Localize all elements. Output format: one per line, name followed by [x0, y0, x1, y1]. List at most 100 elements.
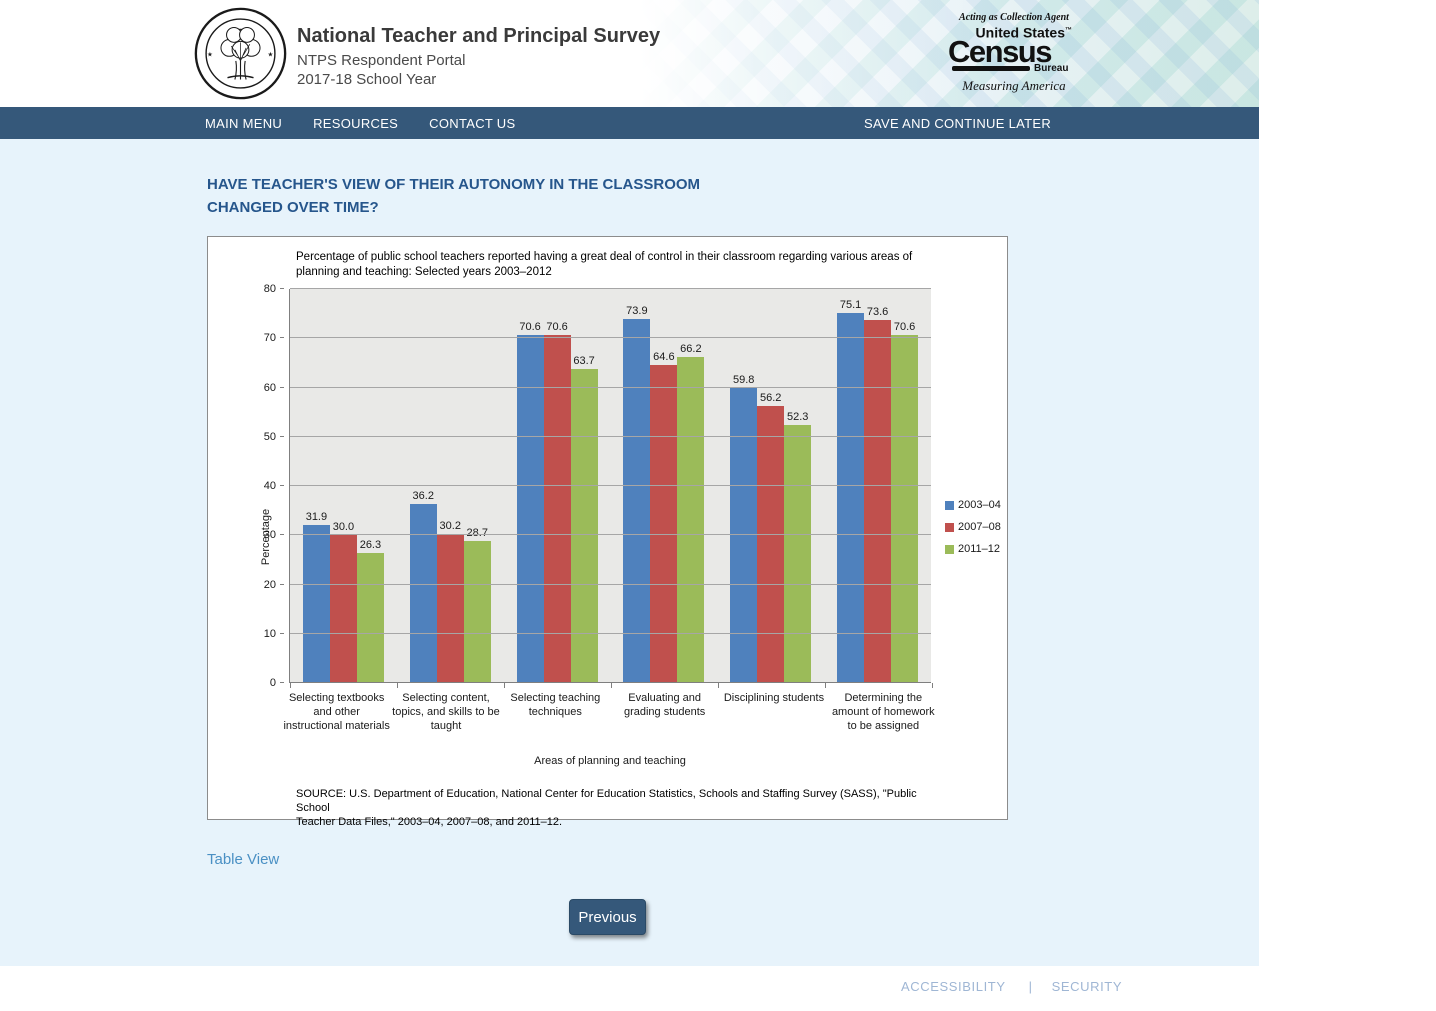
census-united-states-text: United States: [975, 24, 1065, 41]
x-tick-mark: [290, 683, 291, 688]
previous-button[interactable]: Previous: [569, 899, 646, 935]
bar: 31.9: [302, 511, 330, 682]
bar: 28.7: [463, 527, 491, 682]
table-view-link[interactable]: Table View: [207, 851, 280, 868]
category-label: Disciplining students: [723, 692, 825, 704]
y-axis: Percentage 0 10 20 30 40 50 60 70 80: [250, 283, 284, 689]
bar: 30.0: [329, 521, 357, 682]
legend-label: 2007–08: [958, 521, 1001, 533]
app-title: National Teacher and Principal Survey: [297, 25, 661, 47]
legend-item: 2007–08: [945, 521, 1001, 533]
gridline: [290, 288, 931, 289]
y-tick-label: 40: [263, 480, 276, 492]
y-tick-label: 30: [263, 529, 276, 542]
census-wordmark: Census: [948, 33, 1052, 69]
bar-value-label: 70.6: [893, 321, 916, 334]
y-tick-label: 20: [263, 578, 276, 591]
bar-group: 31.9 30.0 26.3: [290, 289, 397, 682]
bar-value-label: 73.6: [866, 306, 889, 319]
footer-links: ACCESSIBILITY | SECURITY: [901, 979, 1122, 994]
app-subtitle-portal: NTPS Respondent Portal: [297, 52, 466, 69]
y-tick-label: 60: [263, 381, 276, 394]
bar-group: 73.9 64.6 66.2: [610, 289, 717, 682]
y-tick-mark: [280, 534, 284, 536]
page-title: HAVE TEACHER'S VIEW OF THEIR AUTONOMY IN…: [207, 173, 700, 219]
gridline: [290, 583, 931, 585]
bar: 73.6: [864, 306, 892, 682]
bar: 73.9: [623, 305, 651, 682]
bar-value-label: 70.6: [546, 321, 568, 334]
chart-container: Percentage of public school teachers rep…: [207, 236, 1008, 828]
bar: 36.2: [409, 490, 437, 682]
category-label: Selecting textbooks and other instructio…: [283, 692, 390, 732]
bar: 70.6: [891, 321, 919, 682]
chart-legend: 2003–04 2007–08 2011–12: [945, 499, 1001, 565]
bar-value-label: 56.2: [760, 391, 782, 404]
bar-group: 70.6 70.6 63.7: [504, 289, 611, 682]
census-motto: Measuring America: [962, 77, 1066, 93]
x-tick-mark: [611, 683, 612, 688]
header: ★ ★ National Teacher and Principal Surve…: [0, 0, 1259, 107]
y-tick-mark: [280, 337, 284, 339]
x-tick-mark: [397, 683, 398, 688]
bar-value-label: 26.3: [359, 538, 382, 551]
bar-value-label: 30.2: [439, 519, 461, 532]
app-title-block: National Teacher and Principal Survey NT…: [297, 25, 660, 89]
legend-swatch-icon: [945, 544, 954, 554]
y-tick-mark: [280, 386, 284, 388]
main-content: HAVE TEACHER'S VIEW OF THEIR AUTONOMY IN…: [0, 139, 1259, 966]
bar-value-label: 52.3: [787, 411, 809, 424]
gridline: [290, 435, 931, 437]
census-trademark: ™: [1065, 27, 1072, 34]
main-navigation-bar: MAIN MENU RESOURCES CONTACT US SAVE AND …: [0, 107, 1259, 139]
census-bar-row: Bureau: [946, 63, 1082, 74]
category-label: Evaluating and grading students: [623, 692, 706, 718]
category-label: Selecting content, topics, and skills to…: [392, 692, 500, 732]
nav-right-group: SAVE AND CONTINUE LATER: [864, 107, 1051, 139]
x-tick-mark: [718, 683, 719, 688]
gridline: [290, 485, 931, 486]
chart-plot: 31.9 30.0 26.3 36.2 30.2 28.7 70.6 70.6 63.7 73.9…: [289, 288, 933, 688]
nav-item-save-and-continue-later[interactable]: SAVE AND CONTINUE LATER: [864, 115, 1052, 131]
bar: 30.2: [436, 520, 464, 682]
bar-value-label: 36.2: [412, 490, 434, 503]
bar-value-label: 66.2: [680, 342, 702, 355]
footer-link-accessibility[interactable]: ACCESSIBILITY: [901, 979, 1006, 994]
category-label: Selecting teaching techniques: [510, 692, 601, 718]
footer-link-security[interactable]: SECURITY: [1051, 979, 1123, 994]
x-axis-title: Areas of planning and teaching: [534, 755, 686, 767]
bar: 70.6: [516, 321, 544, 682]
page-title-line1: HAVE TEACHER'S VIEW OF THEIR AUTONOMY IN…: [207, 176, 701, 193]
bar: 64.6: [650, 351, 678, 682]
legend-swatch-icon: [945, 522, 954, 532]
footer: ACCESSIBILITY | SECURITY: [0, 966, 1259, 1011]
census-bureau-label: Bureau: [1034, 62, 1069, 74]
y-tick-mark: [280, 682, 284, 683]
bar: 75.1: [837, 299, 865, 682]
census-bureau-logo: Acting as Collection Agent United States…: [946, 12, 1082, 94]
bar-group: 36.2 30.2 28.7: [397, 289, 504, 682]
footer-separator: |: [1028, 979, 1033, 994]
gridline: [290, 534, 931, 536]
bar-value-label: 64.6: [653, 350, 675, 363]
y-tick-label: 10: [263, 627, 276, 640]
bar-value-label: 63.7: [573, 355, 595, 368]
legend-label: 2003–04: [958, 499, 1001, 511]
nav-item-resources[interactable]: RESOURCES: [313, 115, 399, 131]
nav-item-contact-us[interactable]: CONTACT US: [429, 115, 516, 131]
y-tick-label: 0: [269, 677, 276, 689]
y-tick-mark: [280, 632, 284, 634]
source-line-2: Teacher Data Files," 2003–04, 2007–08, a…: [296, 816, 563, 828]
bar: 26.3: [356, 539, 384, 682]
y-tick-label: 80: [263, 283, 276, 295]
page-title-line2: CHANGED OVER TIME?: [207, 199, 379, 216]
y-tick-mark: [280, 288, 284, 289]
svg-text:★: ★: [267, 50, 273, 58]
nav-item-main-menu[interactable]: MAIN MENU: [205, 115, 283, 131]
chart-source-note: SOURCE: U.S. Department of Education, Na…: [296, 787, 951, 829]
header-decorative-pattern: [640, 0, 1259, 107]
bar-value-label: 70.6: [519, 321, 541, 334]
nav-left-group: MAIN MENU RESOURCES CONTACT US: [205, 107, 515, 139]
svg-text:★: ★: [207, 50, 213, 58]
bar-value-label: 73.9: [626, 304, 648, 317]
